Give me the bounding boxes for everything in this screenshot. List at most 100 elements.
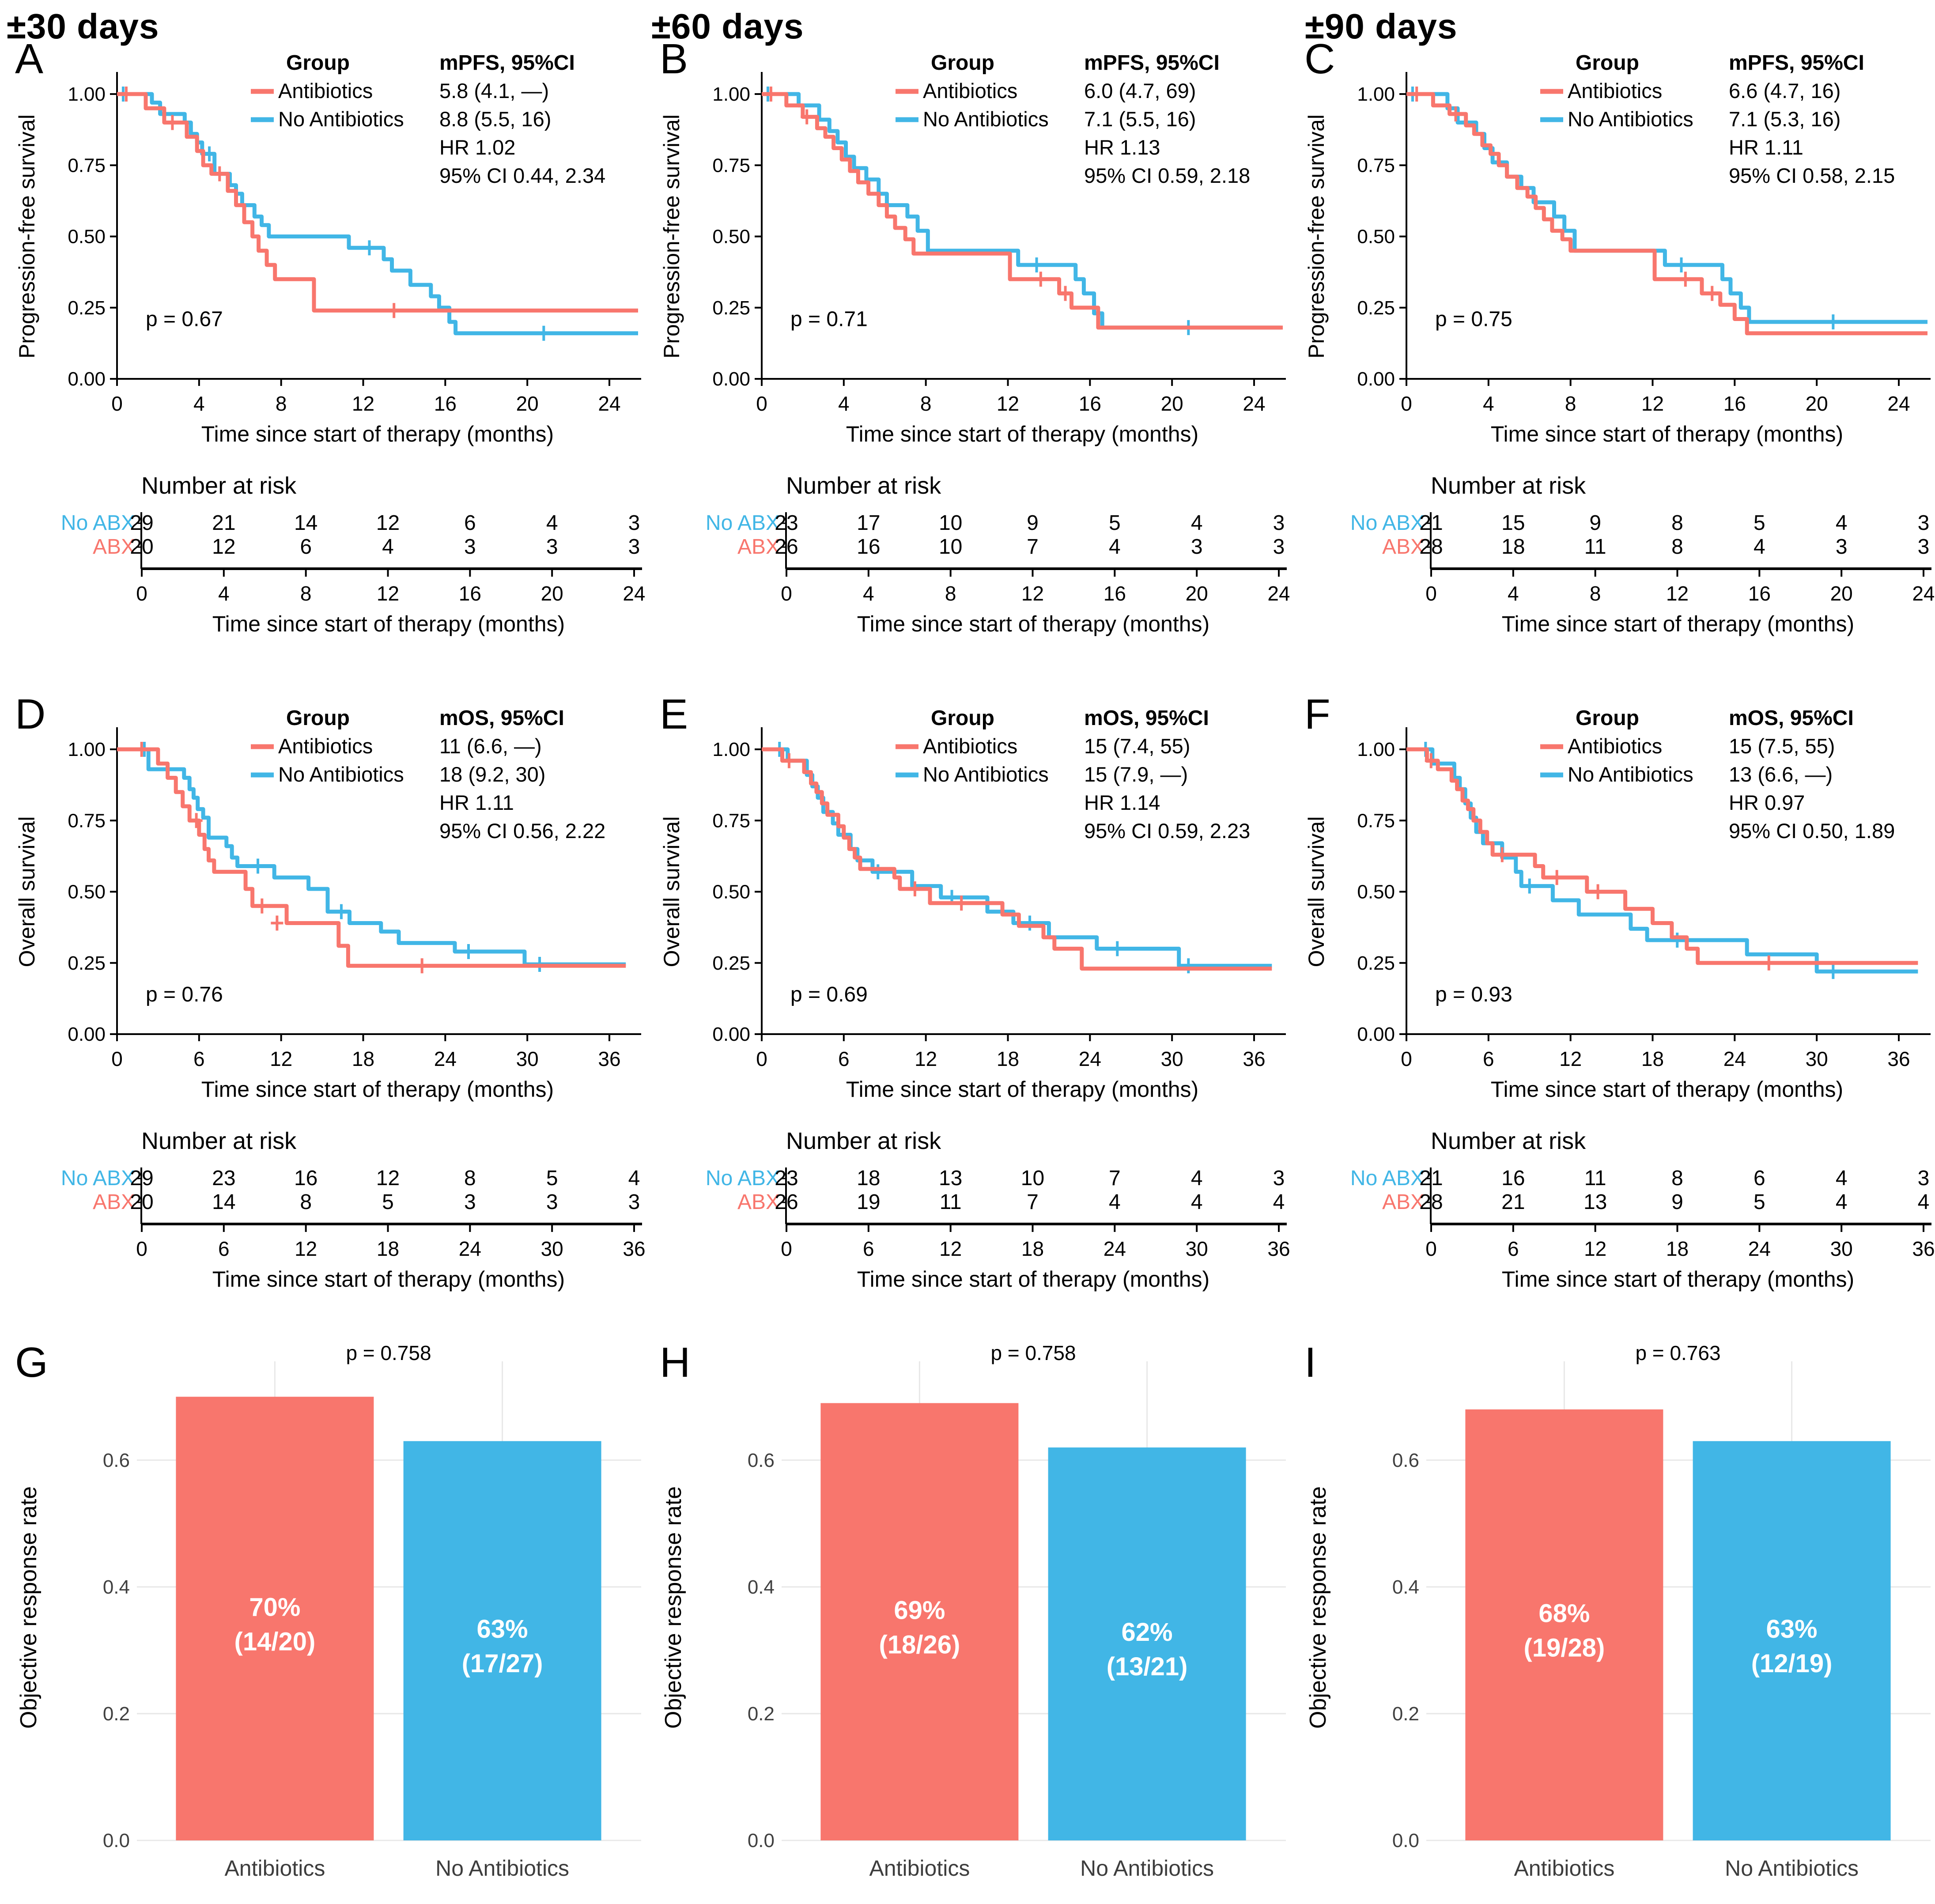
p-value: p = 0.758 [990, 1341, 1076, 1364]
p-value: p = 0.758 [346, 1341, 431, 1364]
bar-antibiotics [1465, 1409, 1663, 1840]
y-tick-label: 0.0 [748, 1830, 775, 1851]
risk-tick-label: 6 [863, 1237, 874, 1260]
x-tick-label: 36 [1243, 1047, 1265, 1070]
risk-tick-label: 12 [1584, 1237, 1606, 1260]
legend-group-header: Group [1576, 706, 1639, 730]
risk-tick-label: 0 [781, 1237, 792, 1260]
risk-value: 3 [1918, 511, 1930, 535]
y-tick-label: 0.75 [712, 155, 750, 176]
x-axis-label: Time since start of therapy (months) [1491, 422, 1843, 446]
risk-value: 5 [382, 1190, 394, 1214]
risk-tick-label: 8 [945, 582, 956, 605]
column-header-90-days: ±90 days [1305, 7, 1458, 46]
panel-letter: E [660, 691, 688, 738]
km-curve-antibiotics [117, 747, 626, 968]
legend-stat-header: mPFS, 95%CI [1729, 51, 1864, 75]
legend-ci: 95% CI 0.59, 2.18 [1084, 164, 1250, 187]
bar-label-percent: 63% [477, 1615, 528, 1643]
risk-value: 21 [212, 511, 235, 535]
bar-label-fraction: (14/20) [234, 1628, 316, 1656]
risk-tick-label: 0 [781, 582, 792, 605]
risk-tick-label: 24 [459, 1237, 481, 1260]
risk-tick-label: 30 [541, 1237, 563, 1260]
risk-value: 10 [939, 535, 962, 559]
legend-hr: HR 1.11 [439, 791, 514, 814]
risk-value: 6 [1754, 1167, 1765, 1190]
legend-stat-header: mPFS, 95%CI [1084, 51, 1220, 75]
legend-hr: HR 1.13 [1084, 136, 1160, 159]
p-value: p = 0.75 [1435, 308, 1512, 331]
legend-stat: 15 (7.4, 55) [1084, 734, 1190, 758]
y-tick-label: 0.25 [712, 297, 750, 319]
y-tick-label: 0.25 [1357, 297, 1395, 319]
risk-tick-label: 0 [136, 582, 147, 605]
risk-tick-label: 36 [1267, 1237, 1289, 1260]
risk-value: 28 [1419, 1190, 1443, 1214]
y-tick-label: 0.75 [712, 810, 750, 831]
legend-label: No Antibiotics [278, 107, 404, 131]
risk-row-label-no_antibiotics: No ABX [1350, 511, 1425, 535]
x-tick-label: 12 [270, 1047, 292, 1070]
risk-value: 5 [1754, 511, 1765, 535]
legend-stat: 7.1 (5.3, 16) [1729, 107, 1841, 131]
legend-stat: 15 (7.9, —) [1084, 763, 1188, 786]
risk-tick-label: 12 [377, 582, 399, 605]
risk-value: 12 [376, 1167, 400, 1190]
risk-value: 7 [1027, 1190, 1039, 1214]
bar-label-percent: 68% [1538, 1599, 1590, 1628]
x-tick-label: 36 [1887, 1047, 1910, 1070]
y-tick-label: 1.00 [712, 83, 750, 105]
risk-value: 11 [1584, 535, 1606, 559]
x-axis-label: Time since start of therapy (months) [201, 422, 554, 446]
svg-text:Progression-free survival: Progression-free survival [15, 114, 39, 359]
x-tick-label: 24 [1723, 1047, 1746, 1070]
risk-tick-label: 20 [1830, 582, 1853, 605]
y-axis-label: Objective response rate [661, 1486, 686, 1729]
risk-value: 16 [294, 1167, 317, 1190]
y-tick-label: 0.4 [1392, 1576, 1419, 1598]
y-axis-label: Progression-free survival [659, 114, 684, 359]
panel-E: E 0.00 0.25 0.50 0.75 1.00 0 6 12 18 24 30 36 Time si… [654, 676, 1290, 1310]
risk-tick-label: 12 [939, 1237, 962, 1260]
y-tick-label: 0.0 [103, 1830, 130, 1851]
risk-tick-label: 4 [1508, 582, 1519, 605]
risk-value: 4 [628, 1167, 640, 1190]
risk-value: 21 [1501, 1190, 1525, 1214]
km-chart-B: B 0.00 0.25 0.50 0.75 1.00 0 4 8 12 16 20 24 Time sin… [659, 35, 1290, 636]
risk-tick-label: 20 [1186, 582, 1208, 605]
legend-stat: 8.8 (5.5, 16) [439, 107, 551, 131]
legend-stat: 5.8 (4.1, —) [439, 79, 549, 102]
risk-tick-label: 0 [1425, 582, 1437, 605]
risk-value: 15 [1501, 511, 1525, 535]
y-tick-label: 0.0 [1392, 1830, 1419, 1851]
km-curve-antibiotics [1406, 747, 1918, 965]
legend-stat-header: mOS, 95%CI [439, 706, 564, 730]
risk-x-axis-label: Time since start of therapy (months) [857, 612, 1209, 636]
legend-ci: 95% CI 0.56, 2.22 [439, 819, 605, 842]
bar-label-fraction: (12/19) [1751, 1649, 1833, 1678]
x-tick-label: 18 [1641, 1047, 1664, 1070]
risk-value: 16 [857, 535, 880, 559]
risk-tick-label: 12 [295, 1237, 317, 1260]
y-tick-label: 0.6 [748, 1450, 775, 1471]
risk-row-label-antibiotics: ABX [93, 1190, 135, 1214]
risk-value: 8 [300, 1190, 312, 1214]
risk-value: 14 [212, 1190, 235, 1214]
risk-value: 20 [130, 1190, 153, 1214]
y-tick-label: 0.2 [748, 1703, 775, 1725]
legend-label: No Antibiotics [278, 763, 404, 786]
risk-row-label-antibiotics: ABX [737, 535, 780, 559]
risk-value: 3 [464, 535, 476, 559]
x-tick-label: 12 [997, 392, 1019, 415]
svg-text:Overall survival: Overall survival [659, 816, 684, 967]
x-axis-label: Time since start of therapy (months) [846, 1077, 1198, 1102]
bar-no_antibiotics [1048, 1447, 1246, 1840]
km-curve-antibiotics [117, 92, 638, 313]
y-tick-label: 0.25 [68, 297, 106, 319]
legend-hr: HR 1.02 [439, 136, 515, 159]
risk-x-axis-label: Time since start of therapy (months) [1502, 612, 1854, 636]
x-tick-label: 30 [516, 1047, 539, 1070]
